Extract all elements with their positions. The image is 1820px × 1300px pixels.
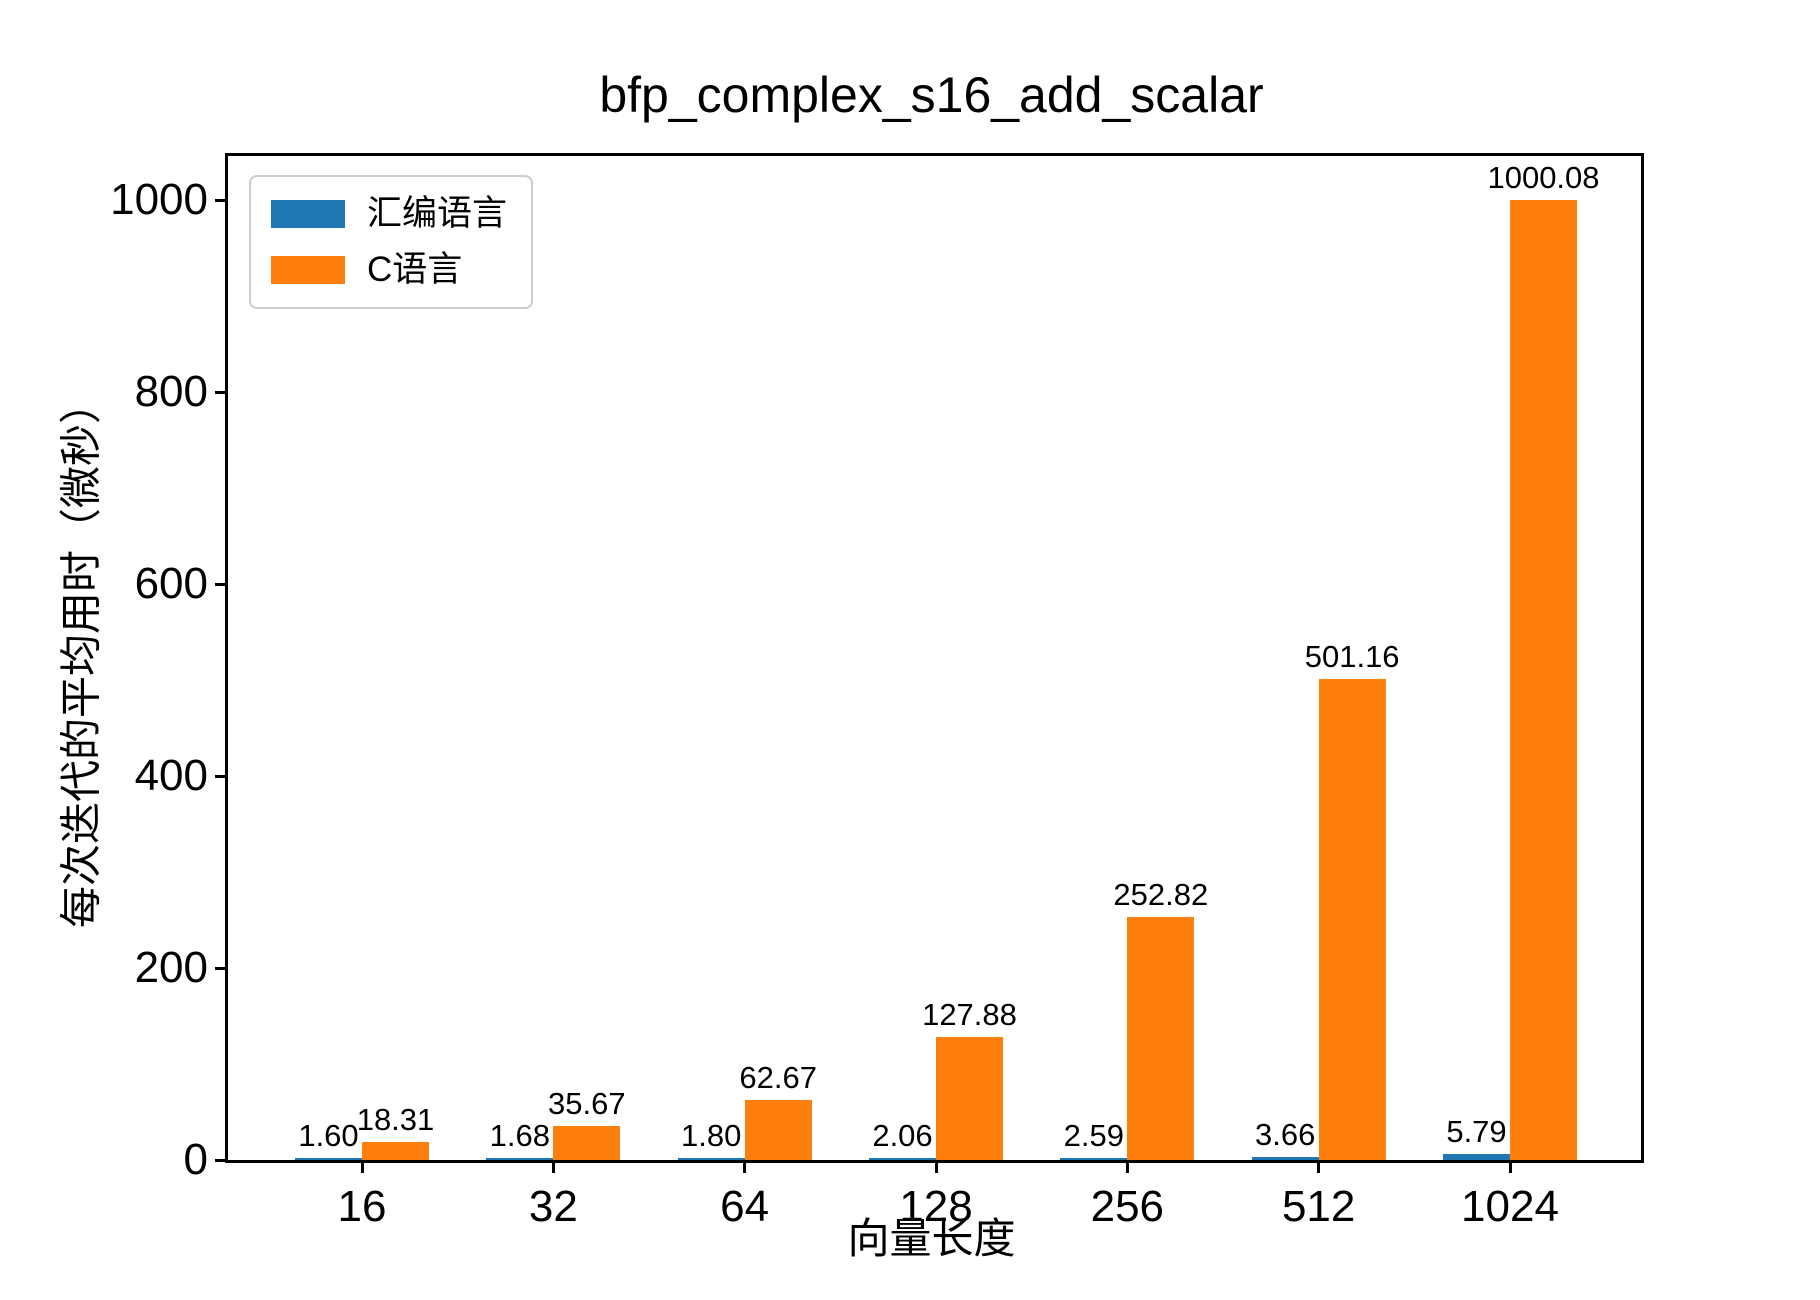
bar-value-label-assembly-16: 1.60 (298, 1118, 359, 1153)
y-tick-label-200: 200 (134, 943, 208, 993)
legend-swatch-assembly-icon (271, 200, 345, 228)
y-tick-label-800: 800 (134, 367, 208, 417)
bar-c-128 (936, 1037, 1003, 1160)
x-tick-512 (1317, 1163, 1321, 1173)
bar-value-label-c-32: 35.67 (548, 1085, 626, 1121)
bar-assembly-512 (1251, 1156, 1319, 1160)
bar-value-label-c-64: 62.67 (739, 1059, 817, 1095)
x-tick-256 (1125, 1163, 1129, 1173)
x-tick-64 (743, 1163, 747, 1173)
bar-c-64 (744, 1099, 812, 1160)
legend: 汇编语言 C语言 (249, 175, 534, 309)
bar-value-label-assembly-32: 1.68 (489, 1118, 550, 1153)
y-tick-600 (215, 582, 225, 586)
bar-c-16 (362, 1142, 429, 1160)
bar-value-label-c-128: 127.88 (922, 997, 1017, 1033)
bar-assembly-128 (869, 1158, 936, 1160)
x-tick-label-64: 64 (720, 1182, 770, 1231)
y-tick-800 (215, 390, 225, 394)
bar-value-label-c-512: 501.16 (1304, 638, 1400, 674)
x-tick-label-16: 16 (337, 1182, 387, 1231)
x-axis-label: 向量长度 (847, 1215, 1016, 1262)
x-tick-label-512: 512 (1281, 1182, 1356, 1231)
x-tick-128 (934, 1163, 938, 1173)
bar-value-label-assembly-64: 1.80 (680, 1118, 742, 1153)
bar-value-label-assembly-256: 2.59 (1063, 1117, 1124, 1153)
bar-assembly-16 (295, 1158, 362, 1160)
x-tick-1024 (1508, 1163, 1512, 1173)
bar-value-label-assembly-1024: 5.79 (1446, 1114, 1507, 1150)
bar-value-label-c-1024: 1000.08 (1487, 160, 1600, 196)
x-tick-label-1024: 1024 (1461, 1182, 1559, 1231)
y-tick-label-400: 400 (134, 751, 208, 801)
bar-assembly-64 (677, 1158, 745, 1160)
bar-value-label-c-256: 252.82 (1113, 877, 1209, 913)
x-tick-label-128: 128 (899, 1182, 973, 1231)
bar-c-32 (553, 1125, 621, 1160)
x-tick-16 (360, 1163, 364, 1173)
bar-c-256 (1127, 917, 1195, 1160)
x-tick-label-32: 32 (528, 1182, 578, 1231)
bar-value-label-assembly-512: 3.66 (1254, 1116, 1316, 1152)
legend-swatch-c-icon (271, 256, 345, 284)
legend-entry-assembly: 汇编语言 (271, 193, 507, 235)
bar-value-label-c-16: 18.31 (356, 1102, 435, 1138)
bar-assembly-1024 (1443, 1154, 1510, 1160)
bar-c-512 (1318, 678, 1386, 1160)
y-tick-label-1000: 1000 (110, 175, 208, 225)
bar-assembly-256 (1060, 1157, 1128, 1160)
bar-assembly-32 (486, 1158, 554, 1160)
y-tick-label-0: 0 (183, 1135, 208, 1184)
y-tick-0 (215, 1158, 225, 1162)
y-tick-label-600: 600 (134, 559, 208, 609)
x-tick-32 (551, 1163, 555, 1173)
chart-title: bfp_complex_s16_add_scalar (599, 67, 1264, 123)
legend-entry-c: C语言 (271, 249, 507, 291)
y-tick-200 (215, 966, 225, 970)
bar-c-1024 (1510, 200, 1577, 1160)
legend-label-c: C语言 (367, 250, 463, 289)
y-tick-400 (215, 774, 225, 778)
legend-label-assembly: 汇编语言 (367, 194, 508, 233)
y-axis-label: 每次迭代的平均用时（微秒） (57, 381, 105, 929)
y-tick-1000 (215, 198, 225, 202)
plot-area: 汇编语言 C语言 1.60 18.31 16 1.68 35.67 32 1.80 62.67… (110, 153, 1644, 1231)
x-tick-label-256: 256 (1090, 1182, 1165, 1231)
bar-value-label-assembly-128: 2.06 (872, 1118, 933, 1153)
